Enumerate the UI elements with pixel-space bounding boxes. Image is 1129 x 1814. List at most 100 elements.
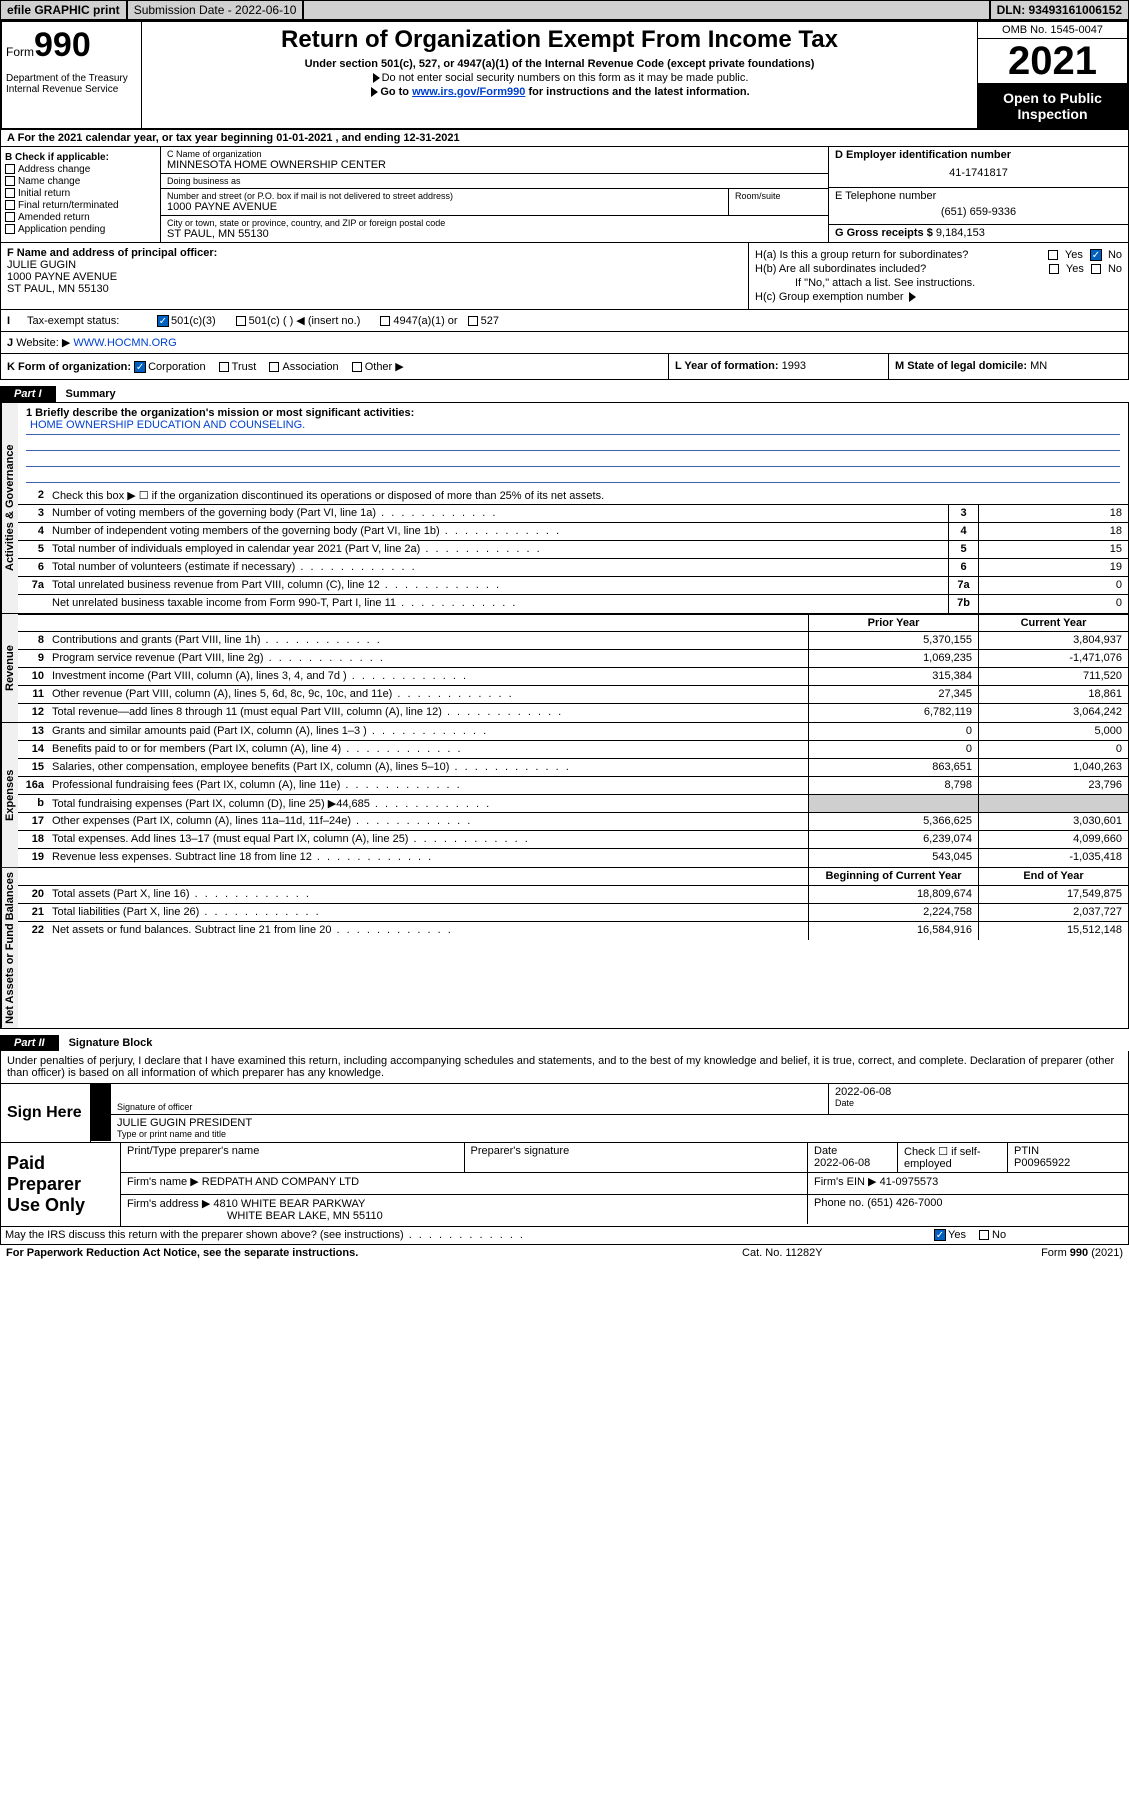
page-footer: For Paperwork Reduction Act Notice, see … <box>0 1245 1129 1261</box>
chk-name-change[interactable]: Name change <box>5 176 156 187</box>
mission-block: 1 Briefly describe the organization's mi… <box>18 403 1128 487</box>
ha-no-box[interactable]: ✓ <box>1090 249 1102 261</box>
k-label: K Form of organization: <box>7 361 131 373</box>
phone-value: (651) 659-9336 <box>835 202 1122 222</box>
form-title: Return of Organization Exempt From Incom… <box>146 26 973 54</box>
begin-year-header: Beginning of Current Year <box>808 868 978 885</box>
ha-label: H(a) Is this a group return for subordin… <box>755 249 1044 261</box>
chk-4947[interactable] <box>380 316 390 326</box>
header-right: OMB No. 1545-0047 2021 Open to Public In… <box>977 22 1127 128</box>
col-f-officer: F Name and address of principal officer:… <box>1 243 748 309</box>
table-row: 22Net assets or fund balances. Subtract … <box>18 922 1128 940</box>
firm-ein-label: Firm's EIN ▶ <box>814 1176 877 1188</box>
sidelabel-governance: Activities & Governance <box>1 403 18 613</box>
website-label: Website: ▶ <box>16 337 70 349</box>
room-label: Room/suite <box>735 191 822 201</box>
gross-label: G Gross receipts $ <box>835 227 933 239</box>
opt-corporation: Corporation <box>148 361 205 373</box>
col-b-checkboxes: B Check if applicable: Address change Na… <box>1 147 161 242</box>
header-sub3: Go to www.irs.gov/Form990 for instructio… <box>146 86 973 98</box>
part1-body: Activities & Governance 1 Briefly descri… <box>0 402 1129 1029</box>
firm-addr2: WHITE BEAR LAKE, MN 55110 <box>227 1210 383 1222</box>
mission-blank2 <box>26 451 1120 467</box>
firm-name-label: Firm's name ▶ <box>127 1176 199 1188</box>
table-row: bTotal fundraising expenses (Part IX, co… <box>18 795 1128 813</box>
i-label: I <box>7 315 27 327</box>
discuss-no[interactable] <box>979 1230 989 1240</box>
chk-trust[interactable] <box>219 362 229 372</box>
table-row: 18Total expenses. Add lines 13–17 (must … <box>18 831 1128 849</box>
form-prefix: Form <box>6 45 34 59</box>
efile-print-button[interactable]: efile GRAPHIC print <box>0 0 127 20</box>
paid-preparer-block: Paid Preparer Use Only Print/Type prepar… <box>0 1143 1129 1227</box>
ein-label: D Employer identification number <box>835 149 1122 161</box>
hb-note: If "No," attach a list. See instructions… <box>755 277 1122 289</box>
phone-cell: E Telephone number (651) 659-9336 <box>829 188 1128 225</box>
col-l: L Year of formation: 1993 <box>668 354 888 379</box>
col-b-label: B Check if applicable: <box>5 152 156 163</box>
irs-link[interactable]: www.irs.gov/Form990 <box>412 86 525 98</box>
line2: 2 Check this box ▶ ☐ if the organization… <box>18 487 1128 505</box>
form-header: Form990 Department of the Treasury Inter… <box>0 22 1129 130</box>
discuss-yes[interactable]: ✓ <box>934 1229 946 1241</box>
hb-yes-box[interactable] <box>1049 264 1059 274</box>
prep-date-value: 2022-06-08 <box>814 1157 891 1169</box>
firm-ein: 41-0975573 <box>880 1176 939 1188</box>
prep-date-label: Date <box>814 1145 891 1157</box>
col-m: M State of legal domicile: MN <box>888 354 1128 379</box>
part2-tag: Part II <box>0 1035 59 1051</box>
ha-yes-box[interactable] <box>1048 250 1058 260</box>
prep-row-3: Firm's address ▶ 4810 WHITE BEAR PARKWAY… <box>121 1195 1128 1224</box>
website-link[interactable]: WWW.HOCMN.ORG <box>73 337 176 349</box>
mission-label: 1 Briefly describe the organization's mi… <box>26 407 1120 419</box>
table-row: 21Total liabilities (Part X, line 26)2,2… <box>18 904 1128 922</box>
prep-name-label: Print/Type preparer's name <box>127 1145 458 1157</box>
city-cell: City or town, state or province, country… <box>161 216 828 242</box>
table-row: 16aProfessional fundraising fees (Part I… <box>18 777 1128 795</box>
part1-title: Summary <box>66 388 116 400</box>
firm-phone: (651) 426-7000 <box>867 1197 942 1209</box>
part2-header: Part II Signature Block <box>0 1035 1129 1051</box>
officer-name: JULIE GUGIN <box>7 259 742 271</box>
sec-revenue: Revenue Prior Year Current Year 8Contrib… <box>1 614 1128 723</box>
tax-year: 2021 <box>978 39 1127 84</box>
chk-501c3[interactable]: ✓ <box>157 315 169 327</box>
topbar-spacer <box>303 0 989 20</box>
chk-amended-return[interactable]: Amended return <box>5 212 156 223</box>
chk-address-change[interactable]: Address change <box>5 164 156 175</box>
chk-application-pending[interactable]: Application pending <box>5 224 156 235</box>
phone-label: E Telephone number <box>835 190 1122 202</box>
sig-date-label: Date <box>835 1098 1122 1108</box>
chk-initial-return[interactable]: Initial return <box>5 188 156 199</box>
prep-row-2: Firm's name ▶ REDPATH AND COMPANY LTD Fi… <box>121 1173 1128 1195</box>
sig-date-value: 2022-06-08 <box>835 1086 1122 1098</box>
chk-527[interactable] <box>468 316 478 326</box>
col-k: K Form of organization: ✓Corporation Tru… <box>1 354 668 379</box>
table-row: Net unrelated business taxable income fr… <box>18 595 1128 613</box>
table-row: 11Other revenue (Part VIII, column (A), … <box>18 686 1128 704</box>
part2-title: Signature Block <box>69 1037 153 1049</box>
row-i-tax-status: I Tax-exempt status: ✓501(c)(3) 501(c) (… <box>0 310 1129 332</box>
org-name: MINNESOTA HOME OWNERSHIP CENTER <box>167 159 822 171</box>
hb-no-box[interactable] <box>1091 264 1101 274</box>
chk-501c[interactable] <box>236 316 246 326</box>
chk-final-return[interactable]: Final return/terminated <box>5 200 156 211</box>
sig-intro: Under penalties of perjury, I declare th… <box>0 1051 1129 1084</box>
opt-association: Association <box>282 361 338 373</box>
header-left: Form990 Department of the Treasury Inter… <box>2 22 142 128</box>
mission-text: HOME OWNERSHIP EDUCATION AND COUNSELING. <box>26 419 1120 435</box>
dba-label: Doing business as <box>167 176 822 186</box>
sec-expenses: Expenses 13Grants and similar amounts pa… <box>1 723 1128 868</box>
col-c: C Name of organization MINNESOTA HOME OW… <box>161 147 828 242</box>
arrow-icon <box>909 292 916 302</box>
j-label: J <box>7 337 16 349</box>
addr-cell: Number and street (or P.O. box if mail i… <box>161 189 828 216</box>
firm-name: REDPATH AND COMPANY LTD <box>202 1176 359 1188</box>
chk-corporation[interactable]: ✓ <box>134 361 146 373</box>
chk-association[interactable] <box>269 362 279 372</box>
chk-other[interactable] <box>352 362 362 372</box>
block-bcde: B Check if applicable: Address change Na… <box>0 147 1129 243</box>
discuss-yesno: ✓Yes No <box>928 1227 1128 1244</box>
col-deg: D Employer identification number 41-1741… <box>828 147 1128 242</box>
addr-label: Number and street (or P.O. box if mail i… <box>167 191 722 201</box>
